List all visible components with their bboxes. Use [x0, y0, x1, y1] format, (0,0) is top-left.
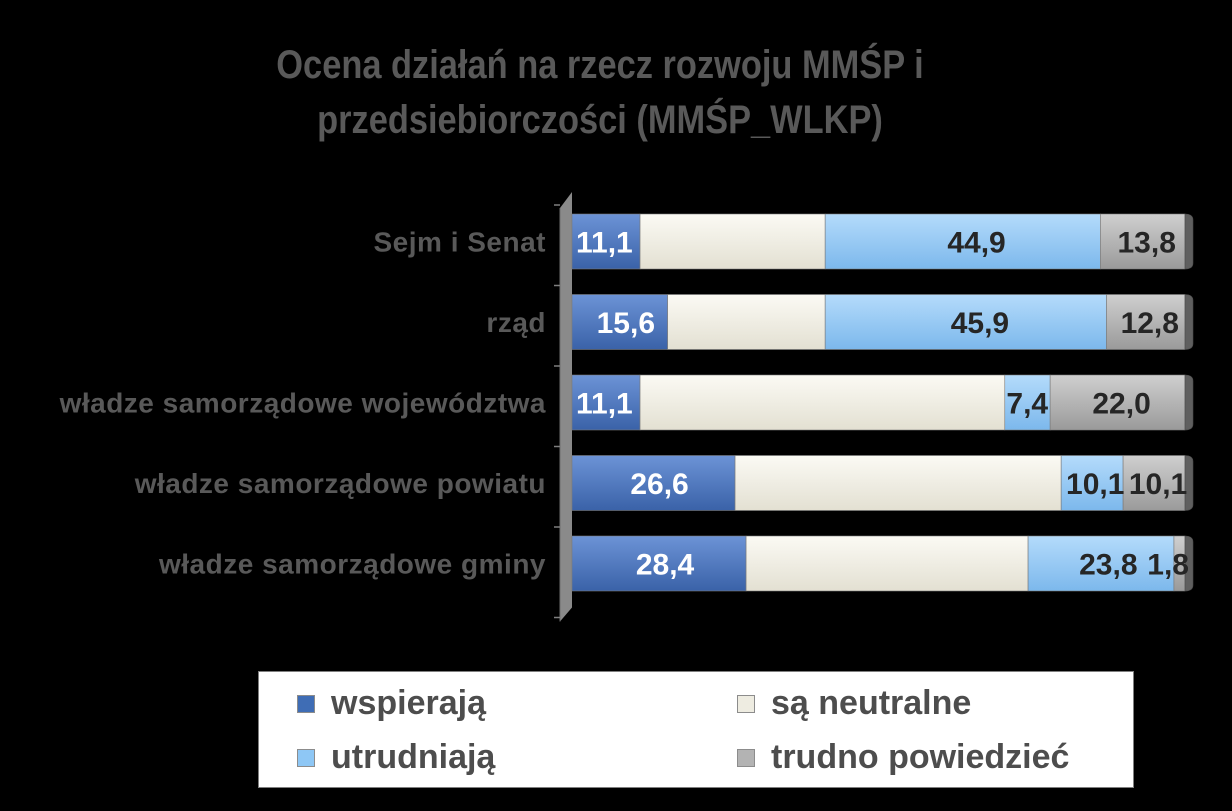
bar-end-cap	[1184, 374, 1194, 431]
bar-trudno-powiedziec	[1100, 213, 1186, 270]
legend-swatch	[297, 694, 315, 713]
bar-sa-neutralne	[639, 213, 826, 270]
chart-title-line-1: Ocena działań na rzecz rozwoju MMŚP i	[276, 43, 924, 87]
bar-wspieraja	[571, 294, 668, 350]
bar-trudno-powiedziec	[1122, 455, 1186, 511]
bar-utrudniaja	[1060, 455, 1124, 511]
bar-trudno-powiedziec	[1049, 374, 1186, 431]
axis-wall	[560, 192, 572, 622]
data-label-wspieraja: 11,1	[576, 227, 633, 260]
bar-sa-neutralne	[667, 294, 826, 350]
plot-area: Sejm i Senat rząd władze samorządowe wojew…	[59, 192, 1194, 622]
category-label: władze samorządowe województwa	[59, 388, 546, 419]
data-label-wspieraja: 26,6	[630, 468, 688, 501]
bar-end-cap	[1184, 535, 1194, 592]
category-label: władze samorządowe powiatu	[134, 468, 546, 499]
legend-label: utrudniają	[331, 738, 496, 776]
data-label-trudno-powiedziec: 1,8	[1147, 549, 1189, 582]
legend-item-wspieraja: wspierają	[297, 684, 486, 723]
data-label-wspieraja: 28,4	[636, 549, 695, 582]
data-label-utrudniaja: 23,8	[1079, 549, 1137, 582]
bar-wspieraja	[571, 374, 641, 431]
bar-end-cap	[1184, 294, 1194, 350]
chart-title-line-2: przedsiebiorczości (MMŚP_WLKP)	[317, 98, 883, 142]
data-label-wspieraja: 11,1	[576, 388, 633, 421]
data-label-trudno-powiedziec: 22,0	[1092, 388, 1150, 421]
data-label-trudno-powiedziec: 12,8	[1121, 307, 1179, 340]
bar-wspieraja	[571, 535, 747, 592]
category-label: Sejm i Senat	[373, 227, 546, 258]
legend-label: są neutralne	[771, 684, 972, 722]
data-label-utrudniaja: 44,9	[947, 227, 1005, 260]
bar-trudno-powiedziec	[1106, 294, 1186, 350]
bar-utrudniaja	[824, 294, 1107, 350]
data-label-wspieraja: 15,6	[597, 307, 655, 340]
data-label-trudno-powiedziec: 13,8	[1118, 227, 1176, 260]
data-label-utrudniaja: 10,1	[1066, 468, 1124, 501]
legend-label: trudno powiedzieć	[771, 738, 1070, 776]
legend-item-sa-neutralne: są neutralne	[737, 684, 971, 723]
data-label-utrudniaja: 45,9	[951, 307, 1009, 340]
legend: wspierają są neutralne utrudniają trudno…	[258, 671, 1134, 788]
legend-swatch	[737, 748, 755, 767]
legend-label: wspierają	[331, 684, 486, 722]
data-label-trudno-powiedziec: 10,1	[1129, 468, 1187, 501]
category-label: rząd	[486, 307, 546, 338]
bar-end-cap	[1184, 213, 1194, 270]
bar-sa-neutralne	[745, 535, 1029, 592]
bar-end-cap	[1184, 455, 1194, 511]
bar-wspieraja	[571, 213, 641, 270]
bar-sa-neutralne	[734, 455, 1062, 511]
bar-wspieraja	[571, 455, 736, 511]
data-label-utrudniaja: 7,4	[1006, 388, 1048, 421]
bar-sa-neutralne	[639, 374, 1006, 431]
legend-swatch	[737, 694, 755, 713]
bar-utrudniaja	[824, 213, 1101, 270]
category-label: władze samorządowe gminy	[158, 549, 546, 580]
legend-item-utrudniaja: utrudniają	[297, 738, 495, 777]
legend-swatch	[297, 748, 315, 767]
bar-utrudniaja	[1027, 535, 1175, 592]
legend-item-trudno-powiedziec: trudno powiedzieć	[737, 738, 1069, 777]
